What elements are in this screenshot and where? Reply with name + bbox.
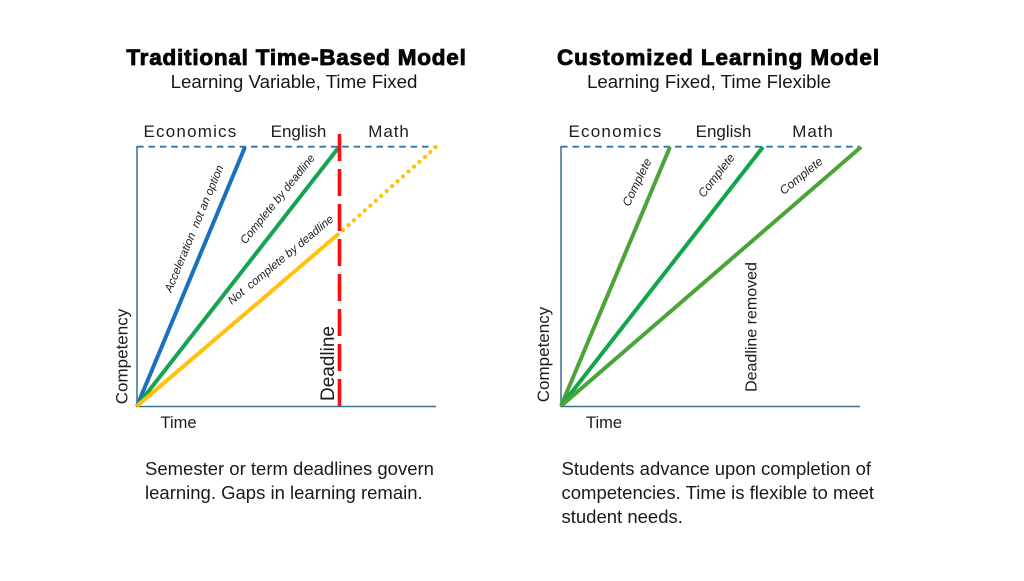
svg-text:Math: Math	[792, 122, 833, 141]
svg-text:Competency: Competency	[113, 308, 132, 404]
svg-text:Time: Time	[586, 414, 622, 432]
svg-text:English: English	[696, 122, 752, 141]
svg-text:Deadline: Deadline	[318, 326, 339, 401]
svg-text:Learning Variable, Time Fixed: Learning Variable, Time Fixed	[171, 71, 418, 92]
svg-text:learning. Gaps in learning rem: learning. Gaps in learning remain.	[145, 482, 423, 503]
svg-text:Learning Fixed, Time Flexible: Learning Fixed, Time Flexible	[587, 71, 831, 92]
svg-text:competencies. Time is flexible: competencies. Time is flexible to meet	[562, 482, 875, 503]
svg-text:Deadline removed: Deadline removed	[744, 262, 761, 392]
svg-text:English: English	[271, 122, 327, 141]
svg-text:Competency: Competency	[534, 306, 553, 402]
svg-text:Traditional Time-Based Model: Traditional Time-Based Model	[126, 45, 466, 70]
svg-text:Economics: Economics	[569, 122, 663, 141]
svg-text:Customized Learning Model: Customized Learning Model	[557, 45, 880, 70]
svg-text:Math: Math	[368, 122, 409, 141]
svg-text:student needs.: student needs.	[562, 506, 683, 527]
svg-text:Semester or term deadlines gov: Semester or term deadlines govern	[145, 458, 434, 479]
svg-text:Economics: Economics	[144, 122, 238, 141]
svg-text:Students advance upon completi: Students advance upon completion of	[562, 458, 872, 479]
svg-text:Time: Time	[161, 414, 197, 432]
